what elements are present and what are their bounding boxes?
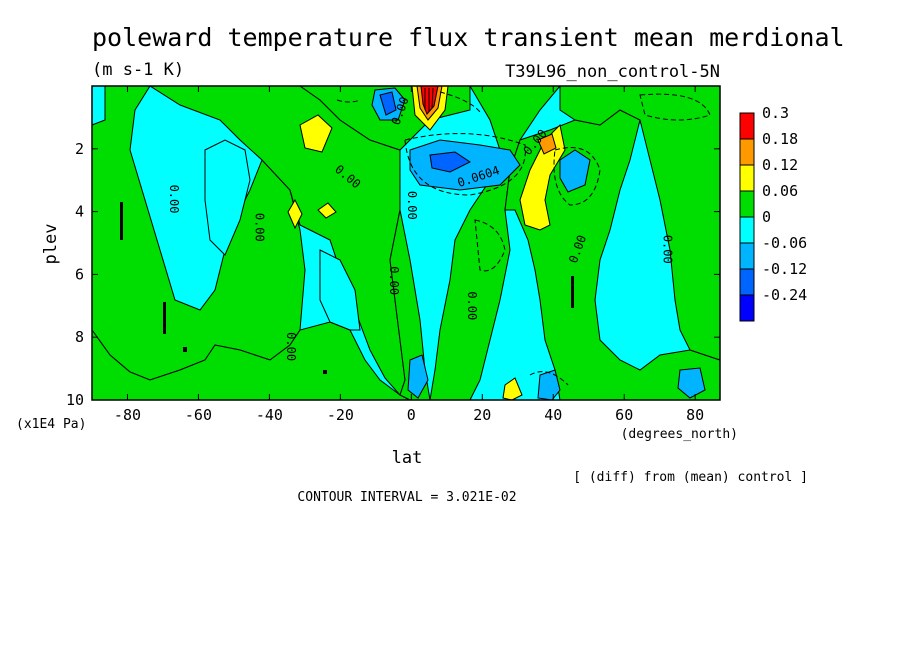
colorbar-label: 0.18 bbox=[762, 130, 798, 148]
y-tick-label: 6 bbox=[75, 265, 84, 283]
colorbar-swatch bbox=[739, 216, 755, 244]
red-contour bbox=[424, 87, 434, 112]
x-axis-units: (degrees_north) bbox=[621, 427, 738, 442]
contour-label: 0.00 bbox=[387, 266, 401, 295]
blue-region bbox=[677, 367, 706, 399]
cyan-region bbox=[91, 85, 106, 126]
contour-mark bbox=[120, 202, 123, 240]
colorbar-label: 0.12 bbox=[762, 156, 798, 174]
yellow-region bbox=[299, 114, 333, 153]
dashed-contour bbox=[404, 133, 526, 196]
yellow-region bbox=[502, 377, 523, 401]
blue-region bbox=[537, 369, 561, 401]
colorbar-label: -0.12 bbox=[762, 260, 807, 278]
blue-region bbox=[379, 91, 397, 116]
contour-mark bbox=[571, 276, 574, 308]
y-axis-units: (x1E4 Pa) bbox=[16, 417, 86, 432]
colorbar-swatch bbox=[739, 138, 755, 166]
contour-mark bbox=[183, 347, 187, 352]
colorbar-swatch bbox=[739, 242, 755, 270]
x-tick-label: 80 bbox=[686, 406, 704, 424]
colorbar-label: 0.3 bbox=[762, 104, 789, 122]
green-region bbox=[559, 85, 721, 361]
contour-label: 0.00 bbox=[660, 235, 674, 264]
negative-contour-group bbox=[336, 91, 711, 386]
colorbar-label: -0.06 bbox=[762, 234, 807, 252]
cyan-region bbox=[204, 139, 251, 256]
colorbar-swatch bbox=[739, 294, 755, 322]
dashed-contour bbox=[439, 91, 481, 113]
y-axis: 2 4 6 8 10 bbox=[66, 140, 720, 409]
dashed-contour bbox=[553, 147, 601, 206]
x-tick-label: -20 bbox=[327, 406, 354, 424]
blue-region-group bbox=[371, 87, 706, 401]
x-tick-label: -60 bbox=[185, 406, 212, 424]
y-tick-label: 10 bbox=[66, 391, 84, 409]
blue-region bbox=[559, 149, 591, 193]
contour-label: 0.00 bbox=[465, 291, 479, 320]
x-tick-label: -40 bbox=[256, 406, 283, 424]
plot-frame bbox=[91, 85, 721, 401]
colorbar-swatch bbox=[739, 268, 755, 296]
colorbar-label: 0.06 bbox=[762, 182, 798, 200]
y-tick-label: 2 bbox=[75, 140, 84, 158]
colorbar-label: 0 bbox=[762, 208, 771, 226]
x-axis-label: lat bbox=[392, 448, 423, 468]
blue-region bbox=[429, 151, 471, 173]
contour-mark bbox=[163, 302, 166, 334]
yellow-region bbox=[287, 198, 303, 230]
colorbar: 0.3 0.18 0.12 0.06 0 -0.06 -0.12 -0.24 bbox=[739, 104, 807, 322]
colorbar-swatch bbox=[739, 190, 755, 218]
colorbar-label: -0.24 bbox=[762, 286, 807, 304]
x-tick-label: 60 bbox=[615, 406, 633, 424]
x-tick-label: 0 bbox=[407, 406, 416, 424]
units-label: (m s-1 K) bbox=[92, 60, 184, 80]
orange-region bbox=[537, 133, 557, 155]
contour-label: 0.00 bbox=[167, 185, 181, 214]
green-region-group bbox=[91, 85, 721, 401]
dashed-contour bbox=[474, 219, 506, 272]
diff-note: [ (diff) from (mean) control ] bbox=[573, 470, 808, 485]
plot-area: 0.000.000.000.000.000.000.06040.000.000.… bbox=[91, 85, 721, 401]
y-tick-label: 4 bbox=[75, 203, 84, 221]
x-tick-label: -80 bbox=[114, 406, 141, 424]
colorbar-swatch bbox=[739, 112, 755, 140]
chart-title: poleward temperature flux transient mean… bbox=[92, 23, 845, 52]
contour-label: 0.00 bbox=[284, 332, 298, 361]
dashed-contour bbox=[336, 99, 361, 103]
colorbar-swatch bbox=[739, 164, 755, 192]
dashed-contour bbox=[529, 371, 569, 386]
yellow-region bbox=[519, 123, 566, 231]
x-tick-label: 20 bbox=[473, 406, 491, 424]
cyan-region bbox=[319, 249, 361, 331]
experiment-label: T39L96_non_control-5N bbox=[505, 62, 720, 82]
x-tick-label: 40 bbox=[544, 406, 562, 424]
warm-region-group bbox=[287, 85, 566, 401]
y-tick-label: 8 bbox=[75, 328, 84, 346]
contour-interval: CONTOUR INTERVAL = 3.021E-02 bbox=[297, 490, 516, 505]
y-axis-label: plev bbox=[41, 224, 61, 265]
contour-label: 0.00 bbox=[252, 213, 266, 242]
yellow-region bbox=[317, 202, 337, 219]
blue-region bbox=[407, 354, 429, 399]
x-axis: -80 -60 -40 -20 0 20 40 60 80 bbox=[114, 86, 704, 424]
contour-mark bbox=[323, 370, 327, 374]
contour-label: 0.00 bbox=[405, 191, 419, 220]
